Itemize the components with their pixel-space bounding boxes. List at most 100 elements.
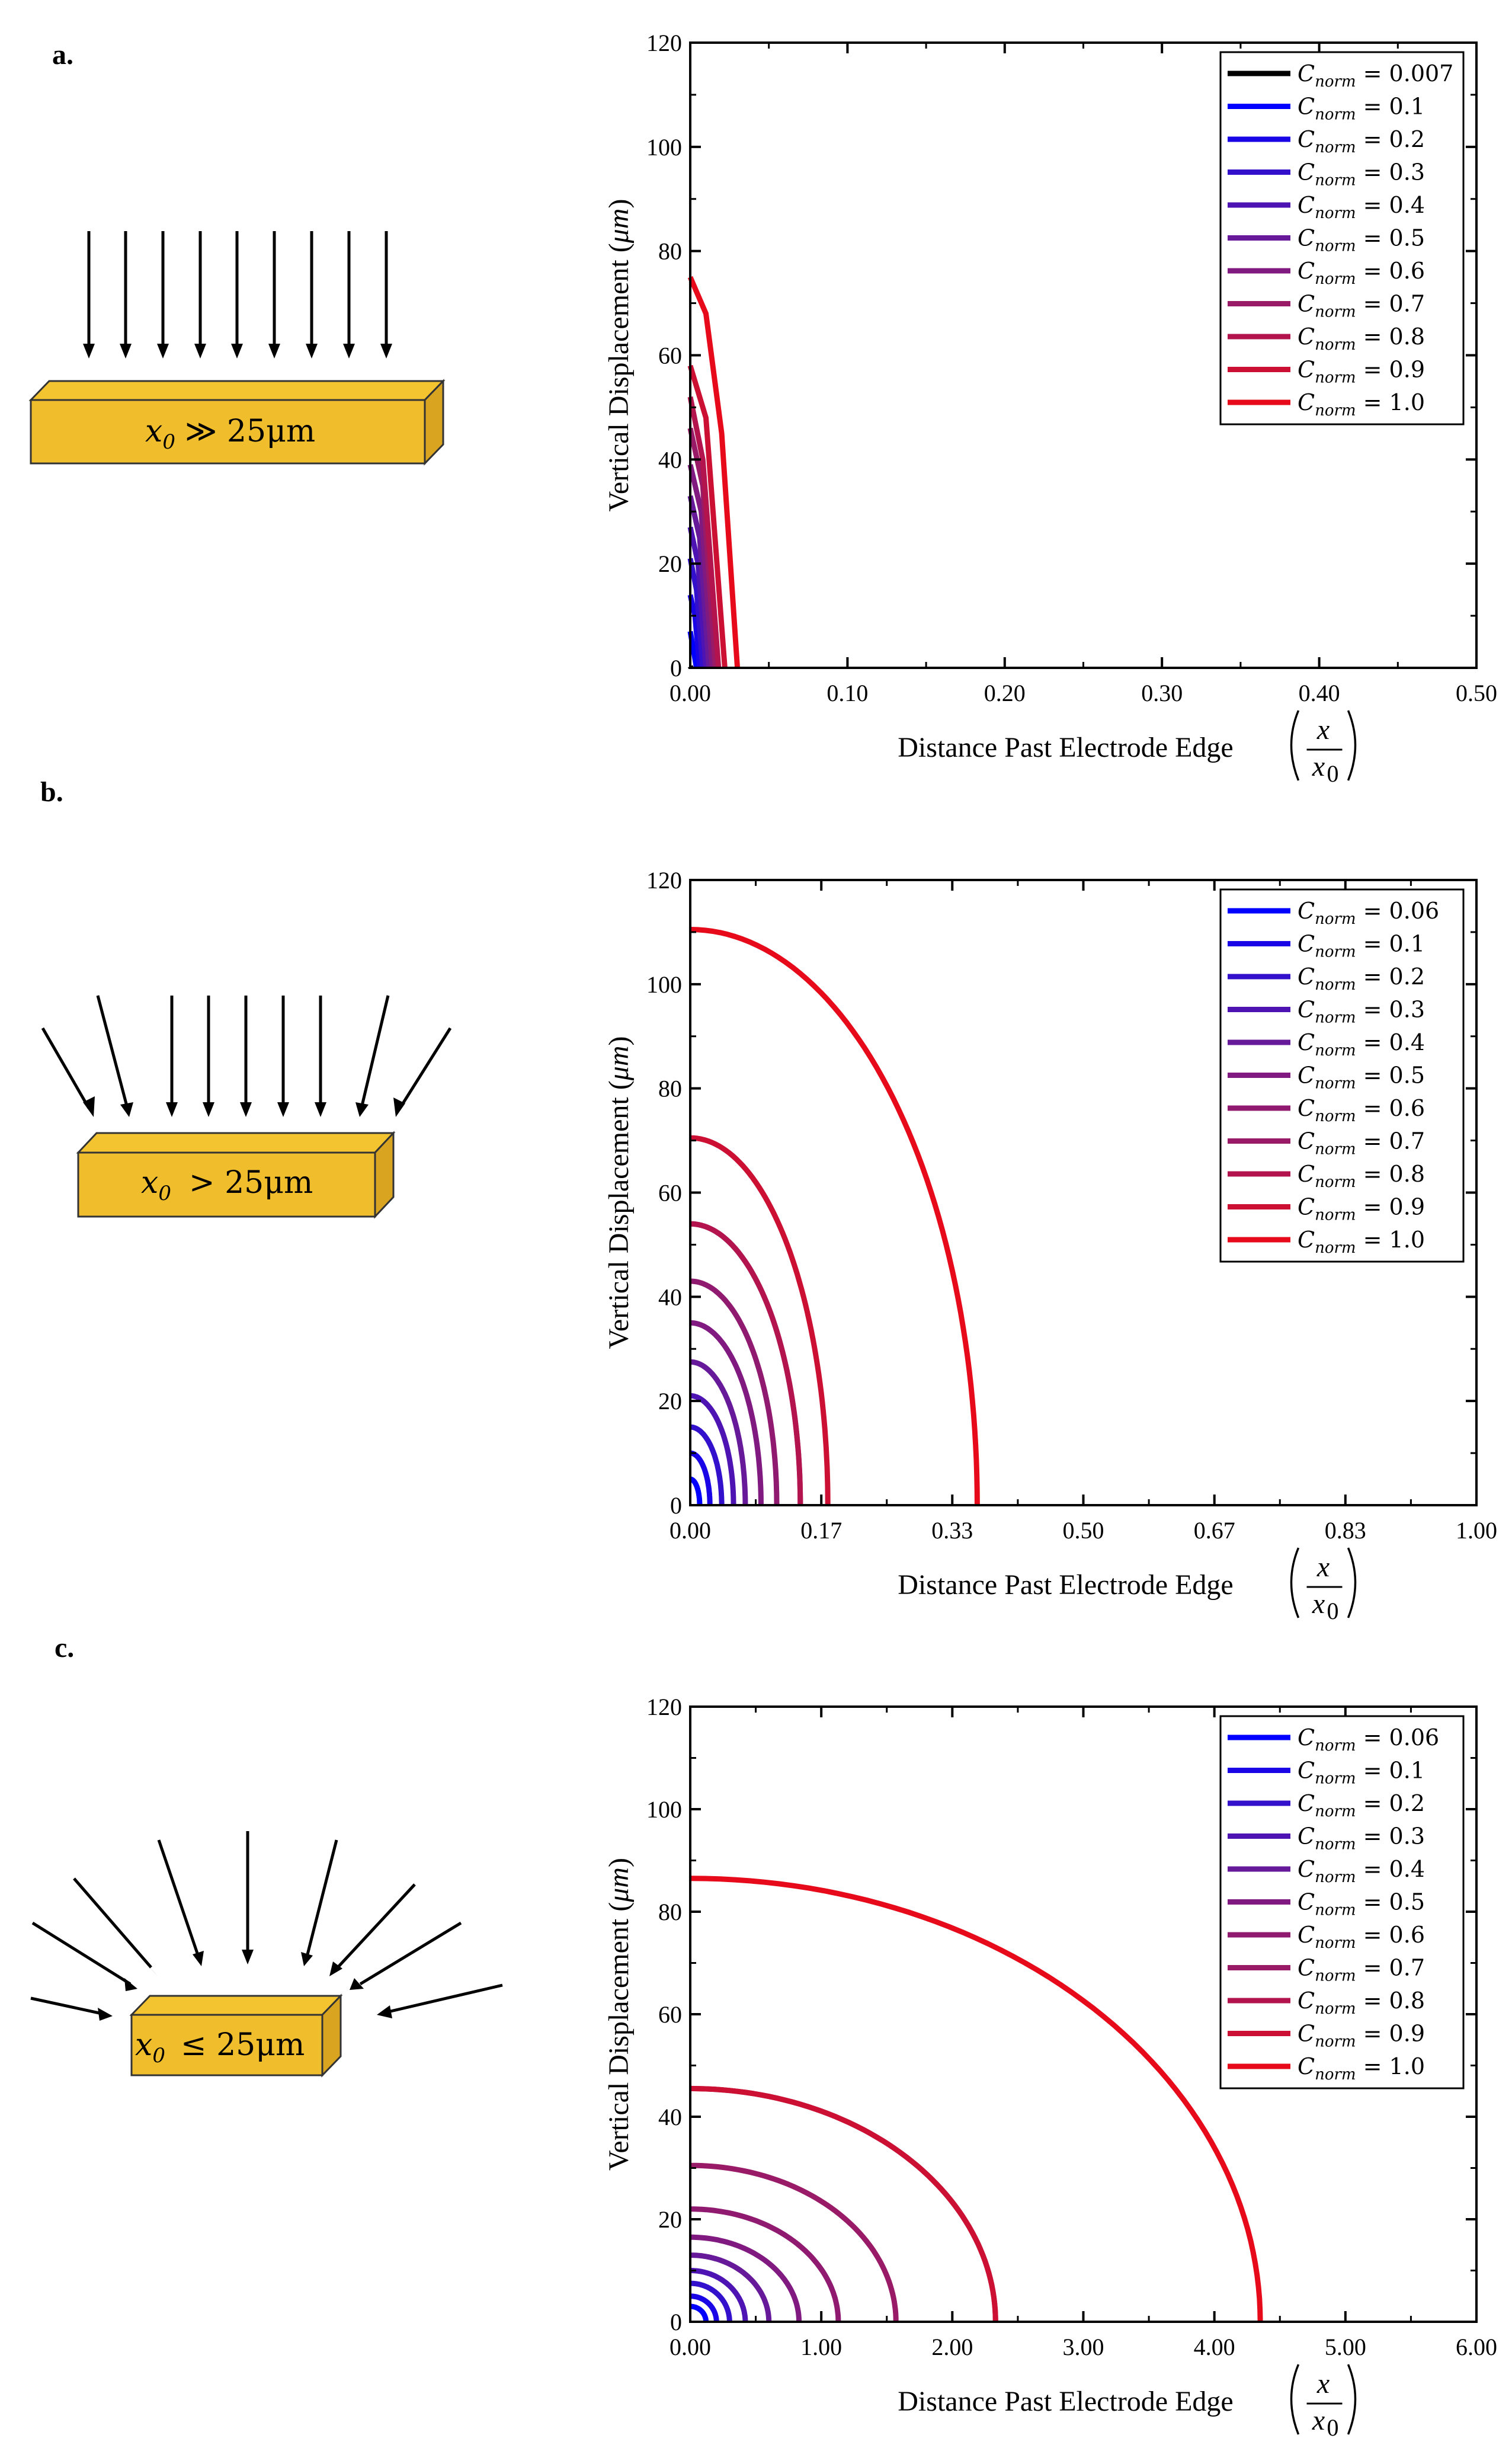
electrode-block-a (28, 379, 446, 466)
x-fraction-subscript: 0 (1327, 760, 1339, 787)
chart-b: 0.00 0.17 0.33 0.50 0.67 0.83 1.00 0 20 40 60 80 100… (603, 867, 1497, 1624)
legend-entry-label: Cnorm = 0.06 (1298, 898, 1439, 928)
electrode-block-b (76, 1131, 396, 1219)
legend-entry-label: Cnorm = 0.6 (1298, 1922, 1425, 1952)
paren-right (1347, 710, 1357, 781)
legend-entry-label: Cnorm = 1.0 (1298, 1227, 1425, 1257)
legend-entry-label: Cnorm = 0.1 (1298, 94, 1425, 124)
x-tick-label: 1.00 (800, 2334, 842, 2360)
y-axis-label: Vertical Displacement (μm) (603, 1858, 635, 2171)
x-fraction-subscript: 0 (1327, 1598, 1339, 1624)
y-tick-label: 60 (658, 1180, 682, 1207)
electrode-diagram-c: x0 ≤ 25μm (30, 1831, 503, 2078)
electrode-diagram-a: x0 ≫ 25μm (28, 231, 446, 466)
x-axis-label: Distance Past Electrode Edge (898, 2386, 1233, 2417)
legend-entry-label: Cnorm = 0.9 (1298, 357, 1425, 387)
paren-left (1290, 710, 1300, 781)
y-tick-label: 0 (670, 2309, 682, 2335)
panel-label-b: b. (40, 776, 63, 808)
paren-left (1290, 2364, 1300, 2435)
x-fraction-numerator: x (1316, 2368, 1330, 2399)
y-tick-label: 80 (658, 238, 682, 265)
y-tick-label: 60 (658, 343, 682, 369)
series-line-0.7 (690, 2162, 899, 2322)
x-fraction-denominator: x (1312, 751, 1325, 782)
x-axis-label: Distance Past Electrode Edge (898, 732, 1233, 763)
series-line-0.6 (690, 1278, 780, 1506)
electrode-diagram-b: x0 > 25μm (41, 995, 452, 1219)
y-tick-label: 80 (658, 1076, 682, 1102)
legend-entry-label: Cnorm = 0.4 (1298, 192, 1425, 222)
y-tick-label: 0 (670, 1492, 682, 1519)
y-tick-label: 100 (646, 134, 682, 161)
series-line-0.06 (687, 1476, 703, 1508)
legend-entry-label: Cnorm = 0.6 (1298, 258, 1425, 288)
series-line-1.0 (687, 276, 741, 668)
x-fraction-numerator: x (1316, 714, 1330, 745)
y-tick-label: 20 (658, 2206, 682, 2233)
x-tick-label: 0.00 (669, 1517, 711, 1544)
legend-entry-label: Cnorm = 0.7 (1298, 291, 1425, 321)
y-tick-label: 80 (658, 1899, 682, 1925)
x-tick-label: 0.40 (1299, 680, 1340, 706)
legend-entry-label: Cnorm = 0.1 (1298, 1758, 1425, 1788)
legend-entry-label: Cnorm = 1.0 (1298, 389, 1425, 420)
chart-a: 0.00 0.10 0.20 0.30 0.40 0.50 0 20 40 60 80 100 120 D… (603, 30, 1497, 787)
legend-entry-label: Cnorm = 0.3 (1298, 997, 1425, 1027)
y-tick-label: 100 (646, 1796, 682, 1823)
y-tick-label: 20 (658, 1388, 682, 1415)
legend-entry-label: Cnorm = 0.7 (1298, 1955, 1425, 1985)
legend-entry-label: Cnorm = 0.4 (1298, 1856, 1425, 1886)
x-tick-label: 5.00 (1325, 2334, 1366, 2360)
series-line-0.3 (688, 2268, 748, 2324)
x-tick-label: 0.00 (669, 2334, 711, 2360)
y-tick-label: 20 (658, 551, 682, 577)
legend-entry-label: Cnorm = 0.9 (1298, 1194, 1425, 1224)
field-arrows-a (83, 231, 392, 359)
series-line-0.06 (688, 2303, 709, 2324)
field-arrows-c (30, 1831, 503, 2021)
legend-entry-label: Cnorm = 0.2 (1298, 126, 1425, 156)
x-tick-label: 0.50 (1063, 1517, 1104, 1544)
series-line-0.6 (690, 2206, 841, 2322)
field-arrows-b (41, 995, 452, 1117)
y-tick-label: 120 (646, 867, 682, 894)
x-tick-label: 0.17 (800, 1517, 842, 1544)
series-line-0.3 (688, 1393, 736, 1505)
x-tick-label: 0.00 (669, 680, 711, 706)
x-tick-label: 0.33 (931, 1517, 973, 1544)
series-line-0.8 (690, 1221, 803, 1506)
x-tick-label: 3.00 (1063, 2334, 1104, 2360)
legend-entry-label: Cnorm = 0.1 (1298, 931, 1425, 961)
x-fraction-denominator: x (1312, 2405, 1325, 2436)
x-tick-label: 6.00 (1456, 2334, 1497, 2360)
paren-right (1347, 2364, 1357, 2435)
y-tick-label: 100 (646, 971, 682, 998)
legend-entry-label: Cnorm = 0.3 (1298, 159, 1425, 190)
series-line-0.2 (688, 1424, 725, 1506)
series-line-0.5 (690, 2234, 802, 2322)
y-tick-label: 60 (658, 2001, 682, 2028)
series-line-0.9 (690, 1135, 831, 1506)
legend-entry-label: Cnorm = 0.3 (1298, 1823, 1425, 1854)
x-tick-label: 0.50 (1456, 680, 1497, 706)
x-tick-label: 0.67 (1194, 1517, 1235, 1544)
y-tick-label: 120 (646, 30, 682, 56)
series-line-0.4 (690, 2252, 772, 2323)
series-line-0.8 (687, 396, 722, 668)
paren-right (1347, 1547, 1357, 1618)
y-tick-label: 40 (658, 2104, 682, 2130)
x-fraction-numerator: x (1316, 1551, 1330, 1583)
charts-layer: 0.00 0.10 0.20 0.30 0.40 0.50 0 20 40 60 80 100 120 D… (603, 30, 1497, 2441)
series-line-0.2 (688, 2280, 732, 2324)
legend-entry-label: Cnorm = 0.5 (1298, 1063, 1425, 1093)
x-tick-label: 0.83 (1325, 1517, 1366, 1544)
electrode-width-label-b: x0 > 25μm (141, 1165, 313, 1205)
series-line-0.4 (688, 1359, 748, 1505)
electrode-block-c (129, 1993, 343, 2078)
series-line-0.9 (687, 364, 728, 668)
